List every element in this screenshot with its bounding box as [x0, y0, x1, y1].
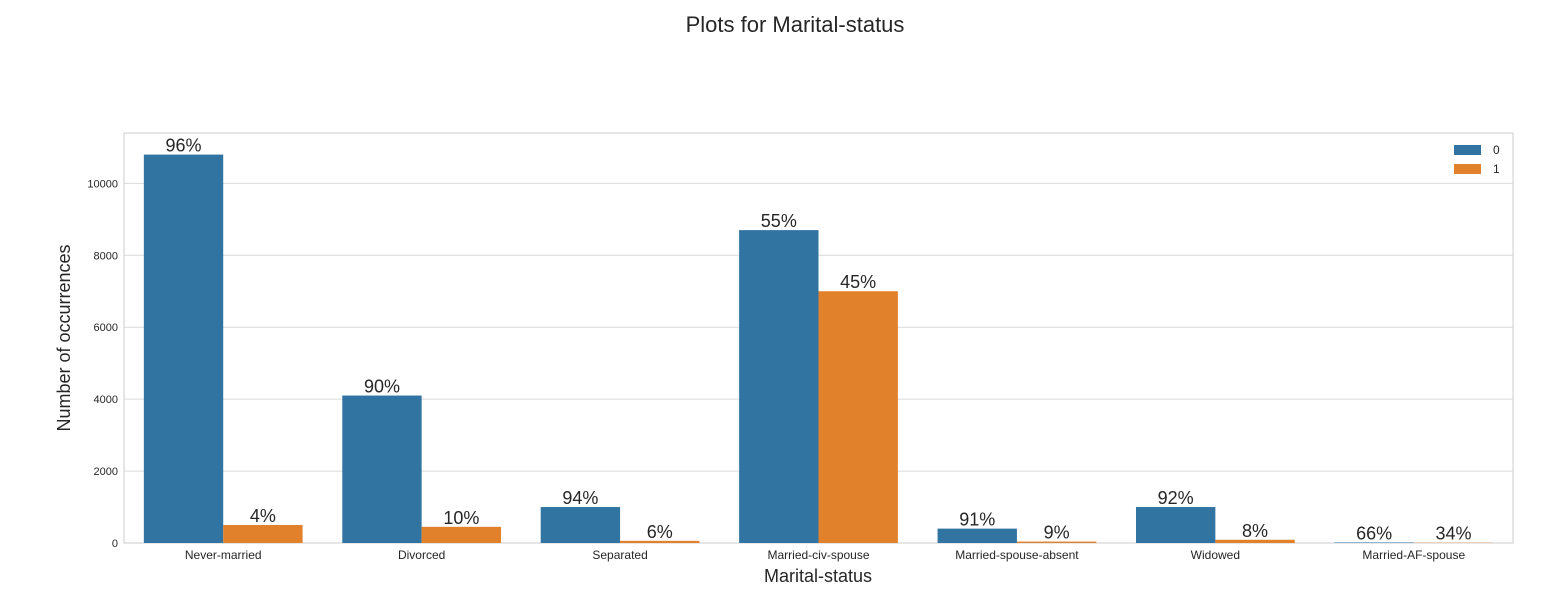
bar-0-3	[739, 230, 819, 543]
y-tick-label: 6000	[94, 322, 118, 334]
bars	[143, 154, 1494, 543]
y-tick-label: 8000	[94, 250, 118, 262]
x-axis-label: Marital-status	[764, 566, 872, 586]
x-tick-label: Married-spouse-absent	[955, 548, 1079, 562]
bar-percent-label: 6%	[647, 522, 673, 542]
x-tick-label: Never-married	[185, 548, 262, 562]
bar-labels: 96% 4% 90% 10% 94% 6% 55% 45% 91% 9% 92% 8% 66% 34%	[166, 136, 1472, 544]
x-axis-ticks: Never-married Divorced Separated Married-ci…	[185, 548, 1466, 562]
x-tick-label: Divorced	[398, 548, 445, 562]
bar-percent-label: 45%	[840, 272, 876, 292]
x-tick-label: Separated	[592, 548, 647, 562]
bar-percent-label: 92%	[1158, 488, 1194, 508]
bar-0-4	[937, 528, 1017, 543]
y-tick-label: 4000	[94, 394, 118, 406]
legend-swatch-0	[1454, 145, 1481, 155]
x-tick-label: Married-AF-spouse	[1362, 548, 1465, 562]
bar-percent-label: 66%	[1356, 523, 1392, 543]
bar-0-2	[540, 507, 621, 543]
bar-percent-label: 8%	[1242, 521, 1268, 541]
legend-swatch-1	[1454, 164, 1481, 174]
y-axis-ticks: 0 2000 4000 6000 8000 10000	[87, 178, 118, 550]
bar-1-3	[818, 291, 898, 543]
legend: 01	[1454, 143, 1500, 176]
x-tick-label: Married-civ-spouse	[767, 548, 869, 562]
bar-0-0	[143, 154, 224, 543]
bar-1-2	[620, 540, 700, 543]
bar-percent-label: 90%	[364, 377, 400, 397]
bar-0-6	[1334, 542, 1414, 543]
y-tick-label: 0	[112, 538, 118, 550]
bar-percent-label: 91%	[959, 510, 995, 530]
chart-title: Plots for Marital-status	[686, 12, 905, 37]
y-tick-label: 10000	[87, 178, 118, 190]
bar-percent-label: 4%	[250, 506, 276, 526]
legend-label: 0	[1493, 143, 1500, 157]
y-axis-label: Number of occurrences	[54, 244, 74, 431]
bar-0-1	[342, 395, 422, 543]
bar-percent-label: 55%	[761, 211, 797, 231]
legend-label: 1	[1493, 162, 1500, 176]
bar-percent-label: 96%	[166, 136, 202, 156]
x-tick-label: Widowed	[1191, 548, 1240, 562]
bar-percent-label: 9%	[1044, 523, 1070, 543]
bar-1-5	[1215, 539, 1295, 543]
bar-percent-label: 34%	[1435, 524, 1471, 544]
bar-1-0	[223, 525, 303, 543]
bar-1-1	[421, 526, 502, 543]
bar-percent-label: 94%	[562, 488, 598, 508]
bar-1-4	[1016, 541, 1097, 543]
bar-0-5	[1135, 507, 1216, 543]
y-tick-label: 2000	[94, 466, 118, 478]
bar-percent-label: 10%	[443, 508, 479, 528]
